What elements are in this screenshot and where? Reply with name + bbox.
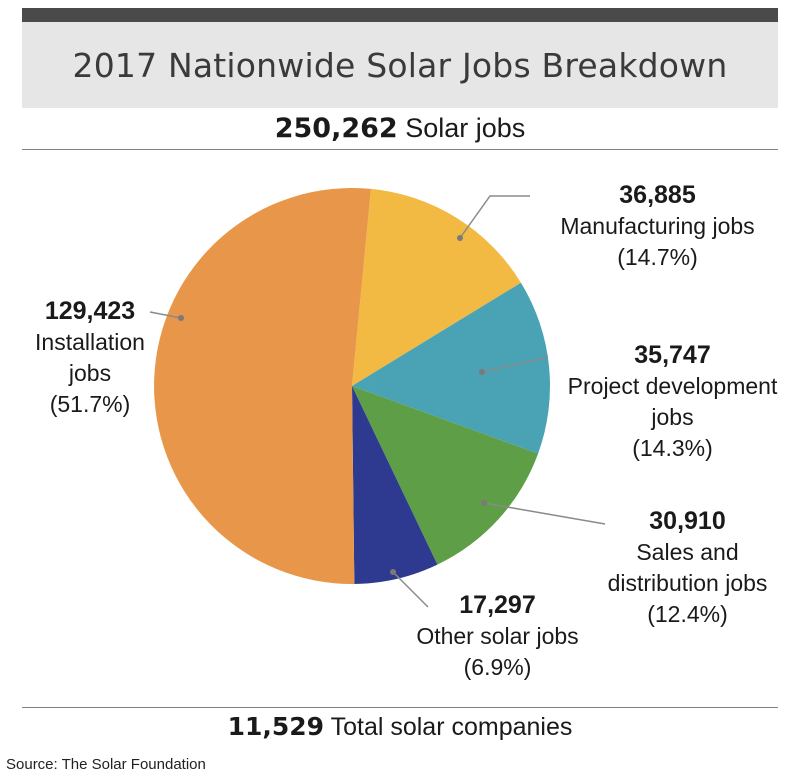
leader-line xyxy=(149,311,182,319)
slice-percent-label: (6.9%) xyxy=(463,654,532,680)
slice-name-label: Installation xyxy=(35,329,145,355)
leader-line xyxy=(481,356,549,373)
header-bar xyxy=(22,8,778,22)
divider-top xyxy=(22,149,778,150)
pie-slice-manufacturing-jobs xyxy=(352,188,521,386)
leader-line xyxy=(459,195,530,239)
leader-dot xyxy=(457,235,463,241)
slice-percent-label: (51.7%) xyxy=(49,391,131,417)
leader-dot xyxy=(178,315,184,321)
slice-value-label: 30,910 xyxy=(649,507,726,535)
slice-name-label: Manufacturing jobs xyxy=(560,213,755,239)
slice-name-label: Sales and xyxy=(636,539,739,565)
slice-name-label: jobs xyxy=(68,360,112,386)
title-box: 2017 Nationwide Solar Jobs Breakdown xyxy=(22,22,778,108)
leader-line xyxy=(483,502,606,525)
slice-label: 17,297 Other solar jobs (6.9%) xyxy=(405,590,590,683)
total-jobs-label: Solar jobs xyxy=(405,113,526,143)
total-jobs: 250,262 Solar jobs xyxy=(22,113,778,144)
slice-name-label: distribution jobs xyxy=(607,570,768,596)
chart-title: 2017 Nationwide Solar Jobs Breakdown xyxy=(72,45,728,85)
total-companies-label: Total solar companies xyxy=(330,713,573,741)
source-note: Source: The Solar Foundation xyxy=(6,756,206,773)
slice-value-label: 17,297 xyxy=(459,591,536,619)
slice-percent-label: (12.4%) xyxy=(647,601,728,627)
slice-name-label: jobs xyxy=(651,404,694,430)
pie-slice-installation-jobs xyxy=(154,188,371,585)
total-jobs-value: 250,262 xyxy=(274,113,398,144)
slice-value-label: 35,747 xyxy=(634,341,711,369)
leader-dot xyxy=(481,500,487,506)
slice-name-label: Project development xyxy=(567,373,778,399)
slice-name-label: Other solar jobs xyxy=(416,623,579,649)
leader-line xyxy=(392,571,429,608)
pie-slice-project-development-jobs xyxy=(352,282,550,454)
slice-label: 129,423 Installation jobs (51.7%) xyxy=(10,296,170,420)
pie-slice-other-solar-jobs xyxy=(352,386,438,584)
slice-percent-label: (14.7%) xyxy=(617,244,698,270)
divider-bottom xyxy=(22,707,778,708)
pie-slice-sales-and-distribution-jobs xyxy=(352,386,539,565)
leader-dot xyxy=(479,369,485,375)
leader-dot xyxy=(390,569,396,575)
slice-percent-label: (14.3%) xyxy=(632,435,713,461)
total-companies-value: 11,529 xyxy=(227,712,325,741)
slice-label: 30,910 Sales and distribution jobs (12.4%) xyxy=(595,506,780,630)
slice-label: 36,885 Manufacturing jobs (14.7%) xyxy=(545,180,770,273)
slice-value-label: 36,885 xyxy=(619,181,696,209)
total-companies: 11,529 Total solar companies xyxy=(22,712,778,742)
slice-label: 35,747 Project development jobs (14.3%) xyxy=(555,340,790,464)
slice-value-label: 129,423 xyxy=(44,297,136,325)
